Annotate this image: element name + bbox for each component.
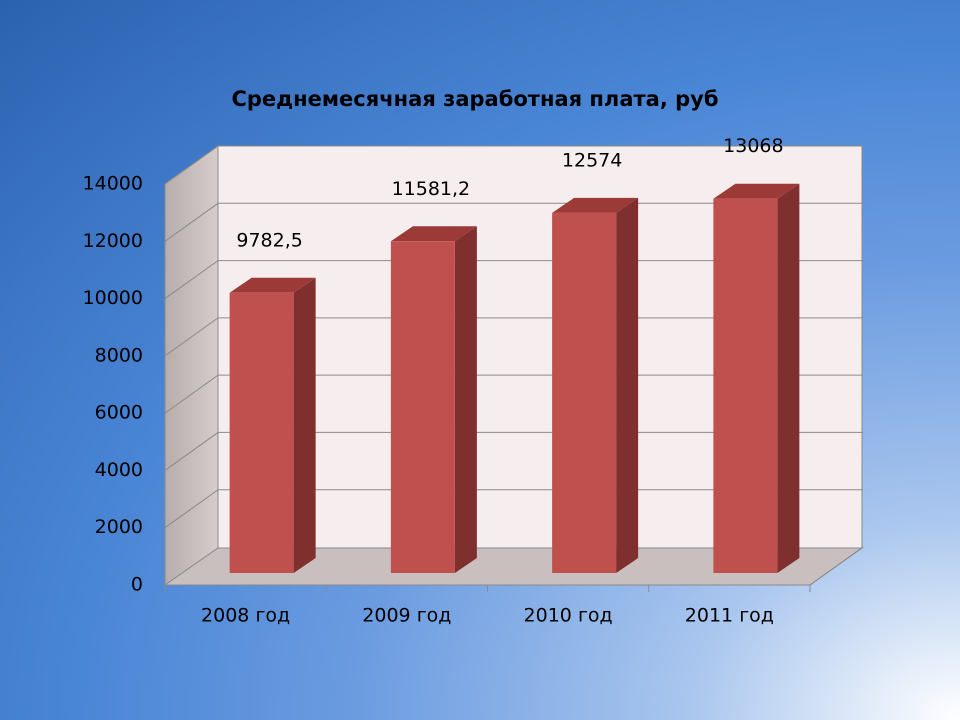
value-label: 13068 [723,135,783,157]
grid-line [164,489,863,529]
grid-line [164,260,863,299]
chart-title: Среднемесячная заработная плата, руб [231,87,718,111]
x-tick-label: 2009 год [362,605,451,627]
y-tick-label: 12000 [83,230,143,252]
value-label: 9782,5 [236,229,302,251]
y-tick-label: 6000 [95,402,143,424]
value-label: 12574 [562,149,622,171]
bar-top [713,183,800,199]
y-tick-label: 0 [131,574,143,596]
left-wall [164,145,219,586]
y-tick-label: 14000 [83,173,143,195]
bar [552,212,617,573]
bar-top [390,226,477,242]
bar [390,241,455,573]
y-tick-label: 10000 [83,287,143,309]
x-axis-3d [809,546,864,586]
bar-top [229,277,316,293]
bar-side [454,226,477,573]
bar-side [777,183,800,574]
grid-line [164,145,863,185]
bar-top [552,197,639,213]
grid-line [164,317,863,357]
x-tick-label: 2010 год [524,605,613,627]
grid-line [164,202,863,242]
grid-line [164,374,863,414]
y-tick-label: 4000 [95,459,143,481]
x-tick-label: 2008 год [201,605,290,627]
bar [713,198,778,574]
bar [229,292,294,573]
bar-side [293,277,316,573]
bar-side [616,197,639,573]
y-tick-label: 2000 [95,516,143,538]
value-label: 11581,2 [392,178,471,200]
grid-line [164,431,863,471]
x-tick-label: 2011 год [685,605,774,627]
y-tick-label: 8000 [95,344,143,366]
